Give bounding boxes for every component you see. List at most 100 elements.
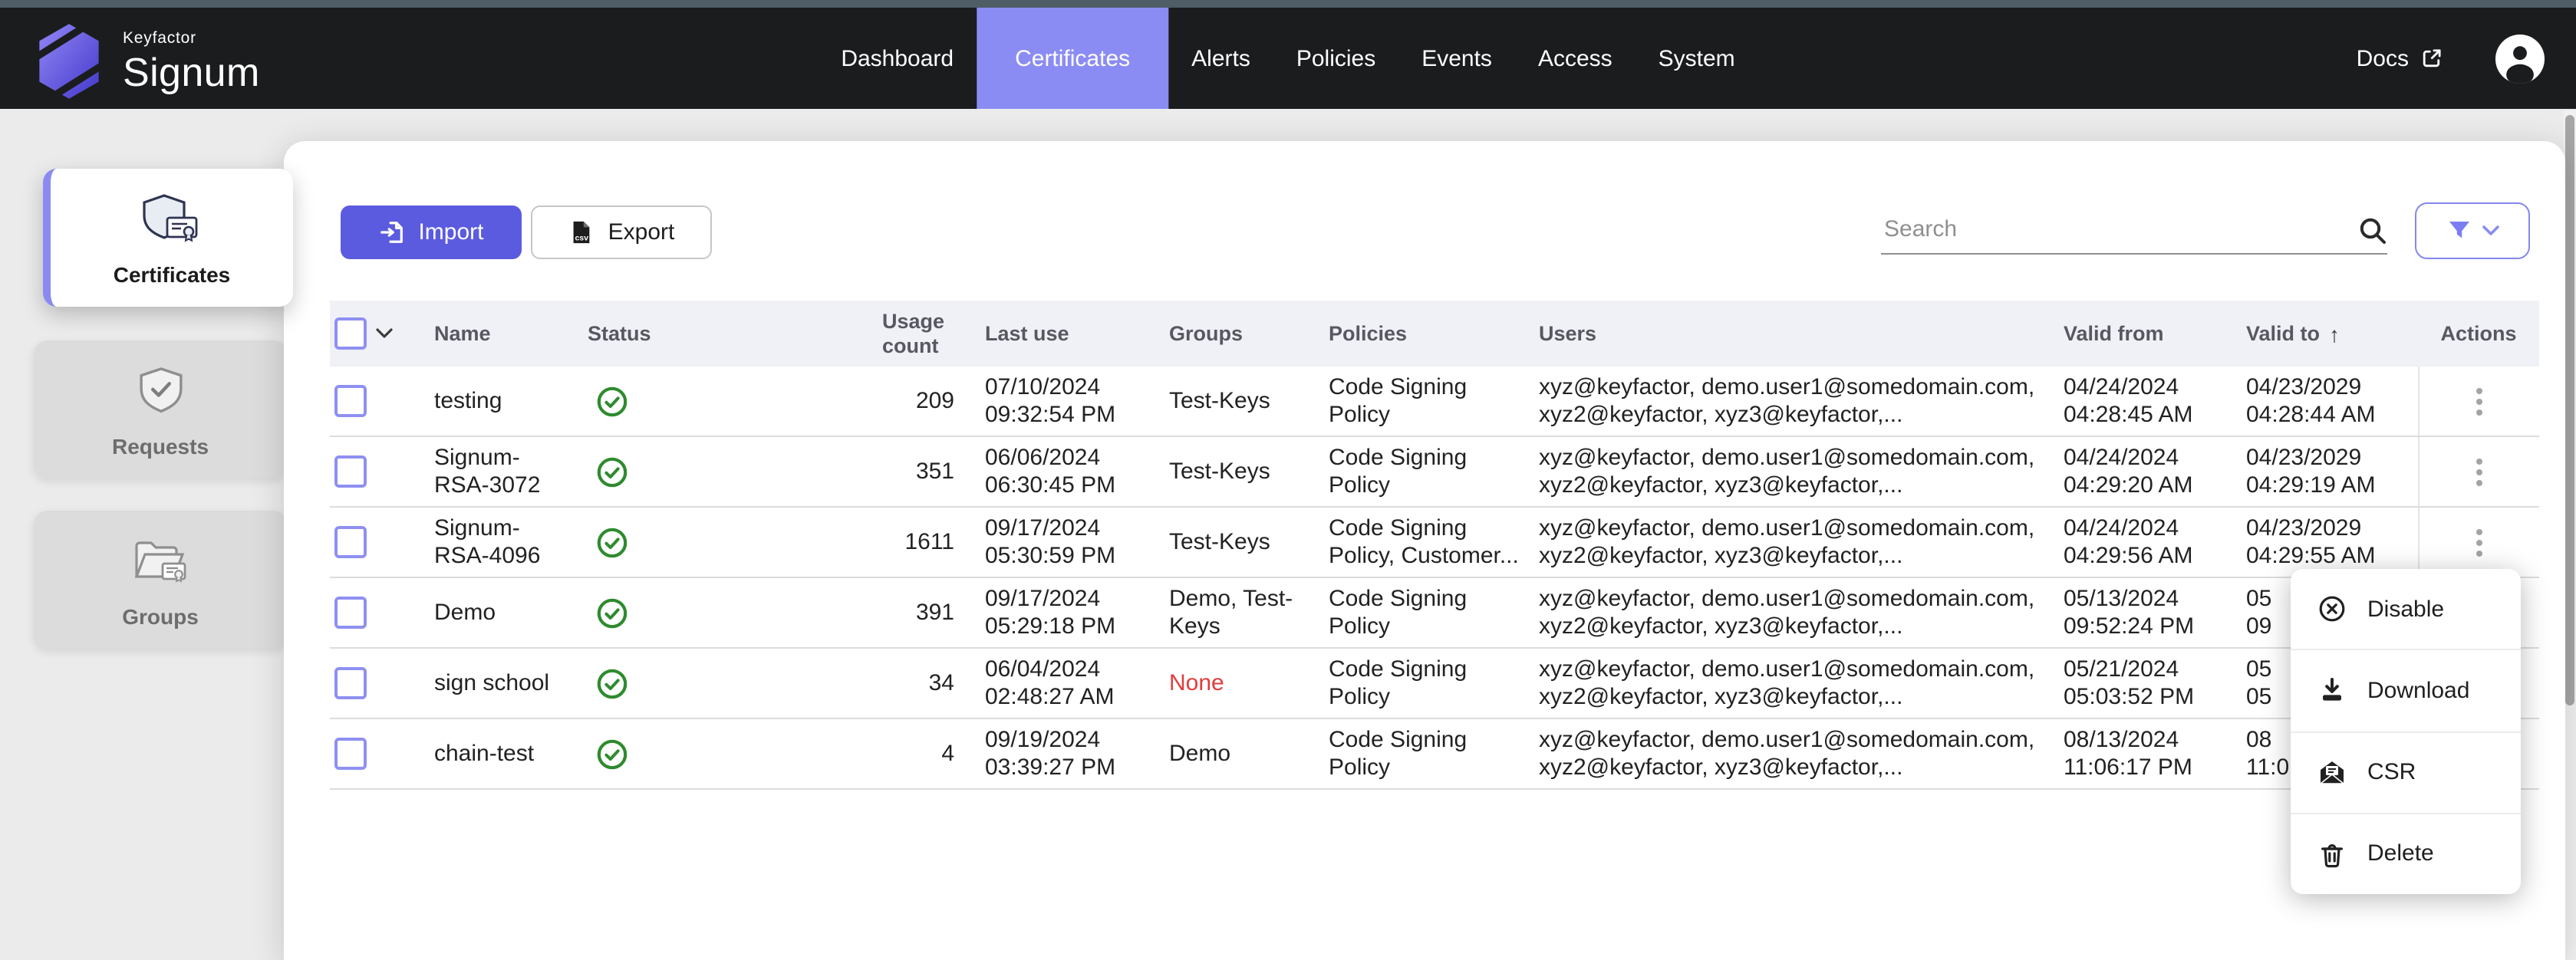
sidebar-item-requests[interactable]: Requests [34,340,287,478]
brand-product: Signum [123,48,260,95]
sidebar-item-groups[interactable]: Groups [34,511,287,649]
status-valid-check-icon [597,738,628,769]
header-policies[interactable]: Policies [1329,321,1408,344]
sidebar-item-certificates[interactable]: Certificates [43,169,293,307]
cell-name: Signum-RSA-3072 [434,444,541,498]
cell-policies: Code Signing Policy [1329,726,1468,780]
status-valid-check-icon [597,668,628,699]
search-icon[interactable] [2358,216,2387,245]
row-checkbox[interactable] [334,455,367,488]
cell-name: sign school [434,669,550,695]
docs-label: Docs [2356,45,2409,71]
table-row: Signum-RSA-3072 351 06/06/2024 06:30:45 … [330,437,2539,508]
row-checkbox[interactable] [334,526,367,558]
search-input[interactable] [1881,216,2329,253]
cell-groups: Demo, Test-Keys [1151,585,1310,640]
csr-envelope-icon [2318,761,2346,784]
row-select-cell [330,738,416,770]
nav-item-certificates[interactable]: Certificates [977,8,1169,109]
row-checkbox[interactable] [334,597,367,629]
cell-status [569,384,744,418]
sidebar-item-label: Requests [111,434,209,459]
header-right: Docs [2357,8,2545,109]
header-status[interactable]: Status [588,321,651,344]
cell-users: xyz@keyfactor, demo.user1@somedomain.com… [1539,585,2035,639]
menu-item-download[interactable]: Download [2291,649,2521,731]
nav-item-policies[interactable]: Policies [1296,45,1376,71]
cell-groups-value: Demo, Test-Keys [1169,585,1293,639]
disable-circle-x-icon [2319,596,2345,622]
docs-link[interactable]: Docs [2357,45,2443,71]
cell-last-use: 06/04/2024 02:48:27 AM [985,656,1115,709]
cell-valid-to: 05 05 [2246,656,2272,709]
brand-logo[interactable]: Keyfactor Signum [34,18,260,104]
cell-status [569,525,744,559]
search-field [1881,202,2387,255]
header-usage-count[interactable]: Usage count [882,309,945,357]
menu-item-disable[interactable]: Disable [2291,569,2521,649]
header-name[interactable]: Name [434,321,491,344]
row-checkbox[interactable] [334,738,367,770]
export-button[interactable]: csv Export [531,205,712,259]
cell-usage-count: 391 [915,599,954,625]
row-checkbox[interactable] [334,385,367,417]
cell-valid-from: 04/24/2024 04:29:56 AM [2064,515,2193,568]
nav-item-events[interactable]: Events [1421,45,1492,71]
row-checkbox[interactable] [334,667,367,699]
cell-groups: None [1151,669,1310,697]
row-select-cell [330,667,416,699]
header-users[interactable]: Users [1539,321,1597,344]
header-groups[interactable]: Groups [1169,321,1244,344]
import-button[interactable]: Import [341,205,522,259]
header-actions: Actions [2440,321,2517,344]
cell-name: Signum-RSA-4096 [434,515,541,568]
nav-item-access[interactable]: Access [1537,45,1612,71]
header-valid-to[interactable]: Valid to ↑ [2246,321,2340,346]
filter-button[interactable] [2415,202,2530,259]
cell-groups: Test-Keys [1151,528,1310,556]
menu-item-delete[interactable]: Delete [2291,812,2521,894]
row-actions-kebab[interactable] [2469,450,2490,493]
select-all-checkbox[interactable] [334,317,367,350]
cell-users: xyz@keyfactor, demo.user1@somedomain.com… [1539,726,2035,780]
status-valid-check-icon [597,527,628,557]
page-scrollbar[interactable] [2564,110,2576,960]
cell-actions [2418,367,2539,436]
scrollbar-thumb[interactable] [2565,115,2574,705]
app-header: Keyfactor Signum Dashboard Certificates … [0,8,2576,109]
cell-last-use: 09/17/2024 05:30:59 PM [985,515,1116,568]
row-actions-kebab[interactable] [2469,380,2490,422]
cell-last-use: 09/19/2024 03:39:27 PM [985,726,1116,780]
primary-nav: Dashboard Certificates Alerts Policies E… [818,8,1757,109]
select-menu-chevron-icon[interactable] [376,328,393,339]
nav-item-dashboard[interactable]: Dashboard [841,45,954,71]
status-valid-check-icon [597,386,628,416]
user-avatar[interactable] [2495,33,2545,84]
header-last-use[interactable]: Last use [985,321,1069,344]
cell-valid-from: 08/13/2024 11:06:17 PM [2064,726,2192,780]
export-button-label: Export [608,219,675,245]
csv-file-icon: csv [574,221,590,244]
row-actions-kebab[interactable] [2469,521,2490,564]
cell-status [569,737,744,771]
cell-valid-to: 04/23/2029 04:29:55 AM [2246,515,2376,568]
trash-icon [2321,843,2344,867]
nav-item-system[interactable]: System [1658,45,1735,71]
cell-valid-to: 04/23/2029 04:28:44 AM [2246,373,2376,427]
nav-item-alerts[interactable]: Alerts [1191,45,1250,71]
menu-item-csr[interactable]: CSR [2291,731,2521,813]
cell-groups-value: Test-Keys [1169,528,1270,554]
cell-groups: Test-Keys [1151,458,1310,485]
sort-ascending-icon[interactable]: ↑ [2329,321,2340,346]
cell-actions [2418,437,2539,506]
cell-valid-from: 05/21/2024 05:03:52 PM [2064,656,2195,709]
cell-valid-from: 05/13/2024 09:52:24 PM [2064,585,2195,639]
cell-status [569,666,744,700]
import-button-label: Import [418,219,484,245]
cell-valid-to: 08 11:0 [2246,726,2290,780]
folder-certificate-icon [133,531,188,589]
table-header-row: Name Status Usage count Last use Groups … [330,301,2539,367]
cell-actions [2418,508,2539,577]
header-valid-from[interactable]: Valid from [2064,321,2164,344]
